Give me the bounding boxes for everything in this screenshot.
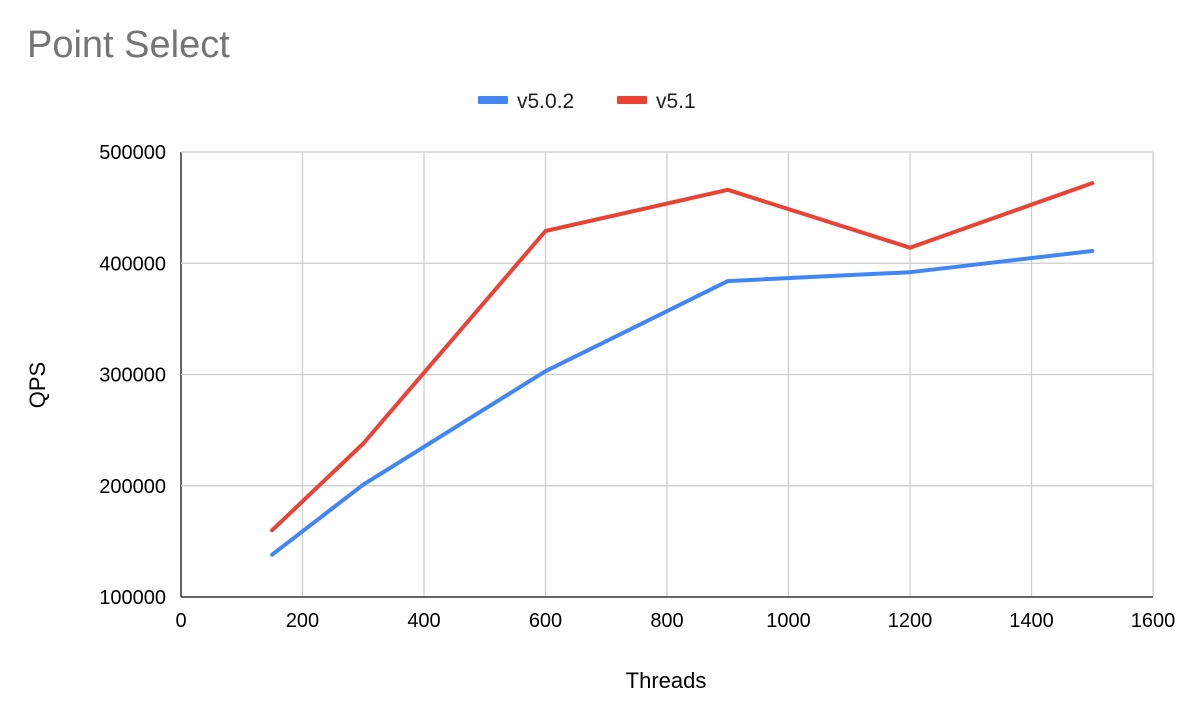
y-axis-ticks: 100000 200000 300000 400000 500000 [99,142,166,609]
x-tick-label: 0 [175,610,186,632]
legend-label: v5.1 [656,90,696,113]
series-lines [270,181,1095,557]
chart-title: Point Select [27,24,230,66]
x-tick-label: 1400 [1009,610,1054,632]
series-line-v5-0-2 [270,249,1095,557]
legend-label: v5.0.2 [517,90,574,113]
x-tick-label: 1000 [766,610,811,632]
legend-swatch [478,96,508,104]
x-tick-label: 1600 [1131,610,1176,632]
x-tick-label: 600 [529,610,562,632]
x-tick-label: 200 [286,610,319,632]
y-tick-label: 500000 [99,142,166,164]
legend: v5.0.2 v5.1 [478,90,696,113]
y-tick-label: 300000 [99,365,166,387]
x-tick-label: 800 [650,610,683,632]
grid-lines [180,151,1154,598]
x-tick-label: 400 [407,610,440,632]
series-line-v5-1 [270,181,1095,533]
legend-swatch [617,96,647,104]
x-axis-ticks: 0 200 400 600 800 1000 1200 1400 1600 [175,610,1175,632]
x-tick-label: 1200 [888,610,933,632]
y-tick-label: 200000 [99,476,166,498]
y-tick-label: 100000 [99,587,166,609]
y-tick-label: 400000 [99,253,166,275]
y-axis-label: QPS [25,362,50,408]
x-axis-label: Threads [626,668,707,693]
